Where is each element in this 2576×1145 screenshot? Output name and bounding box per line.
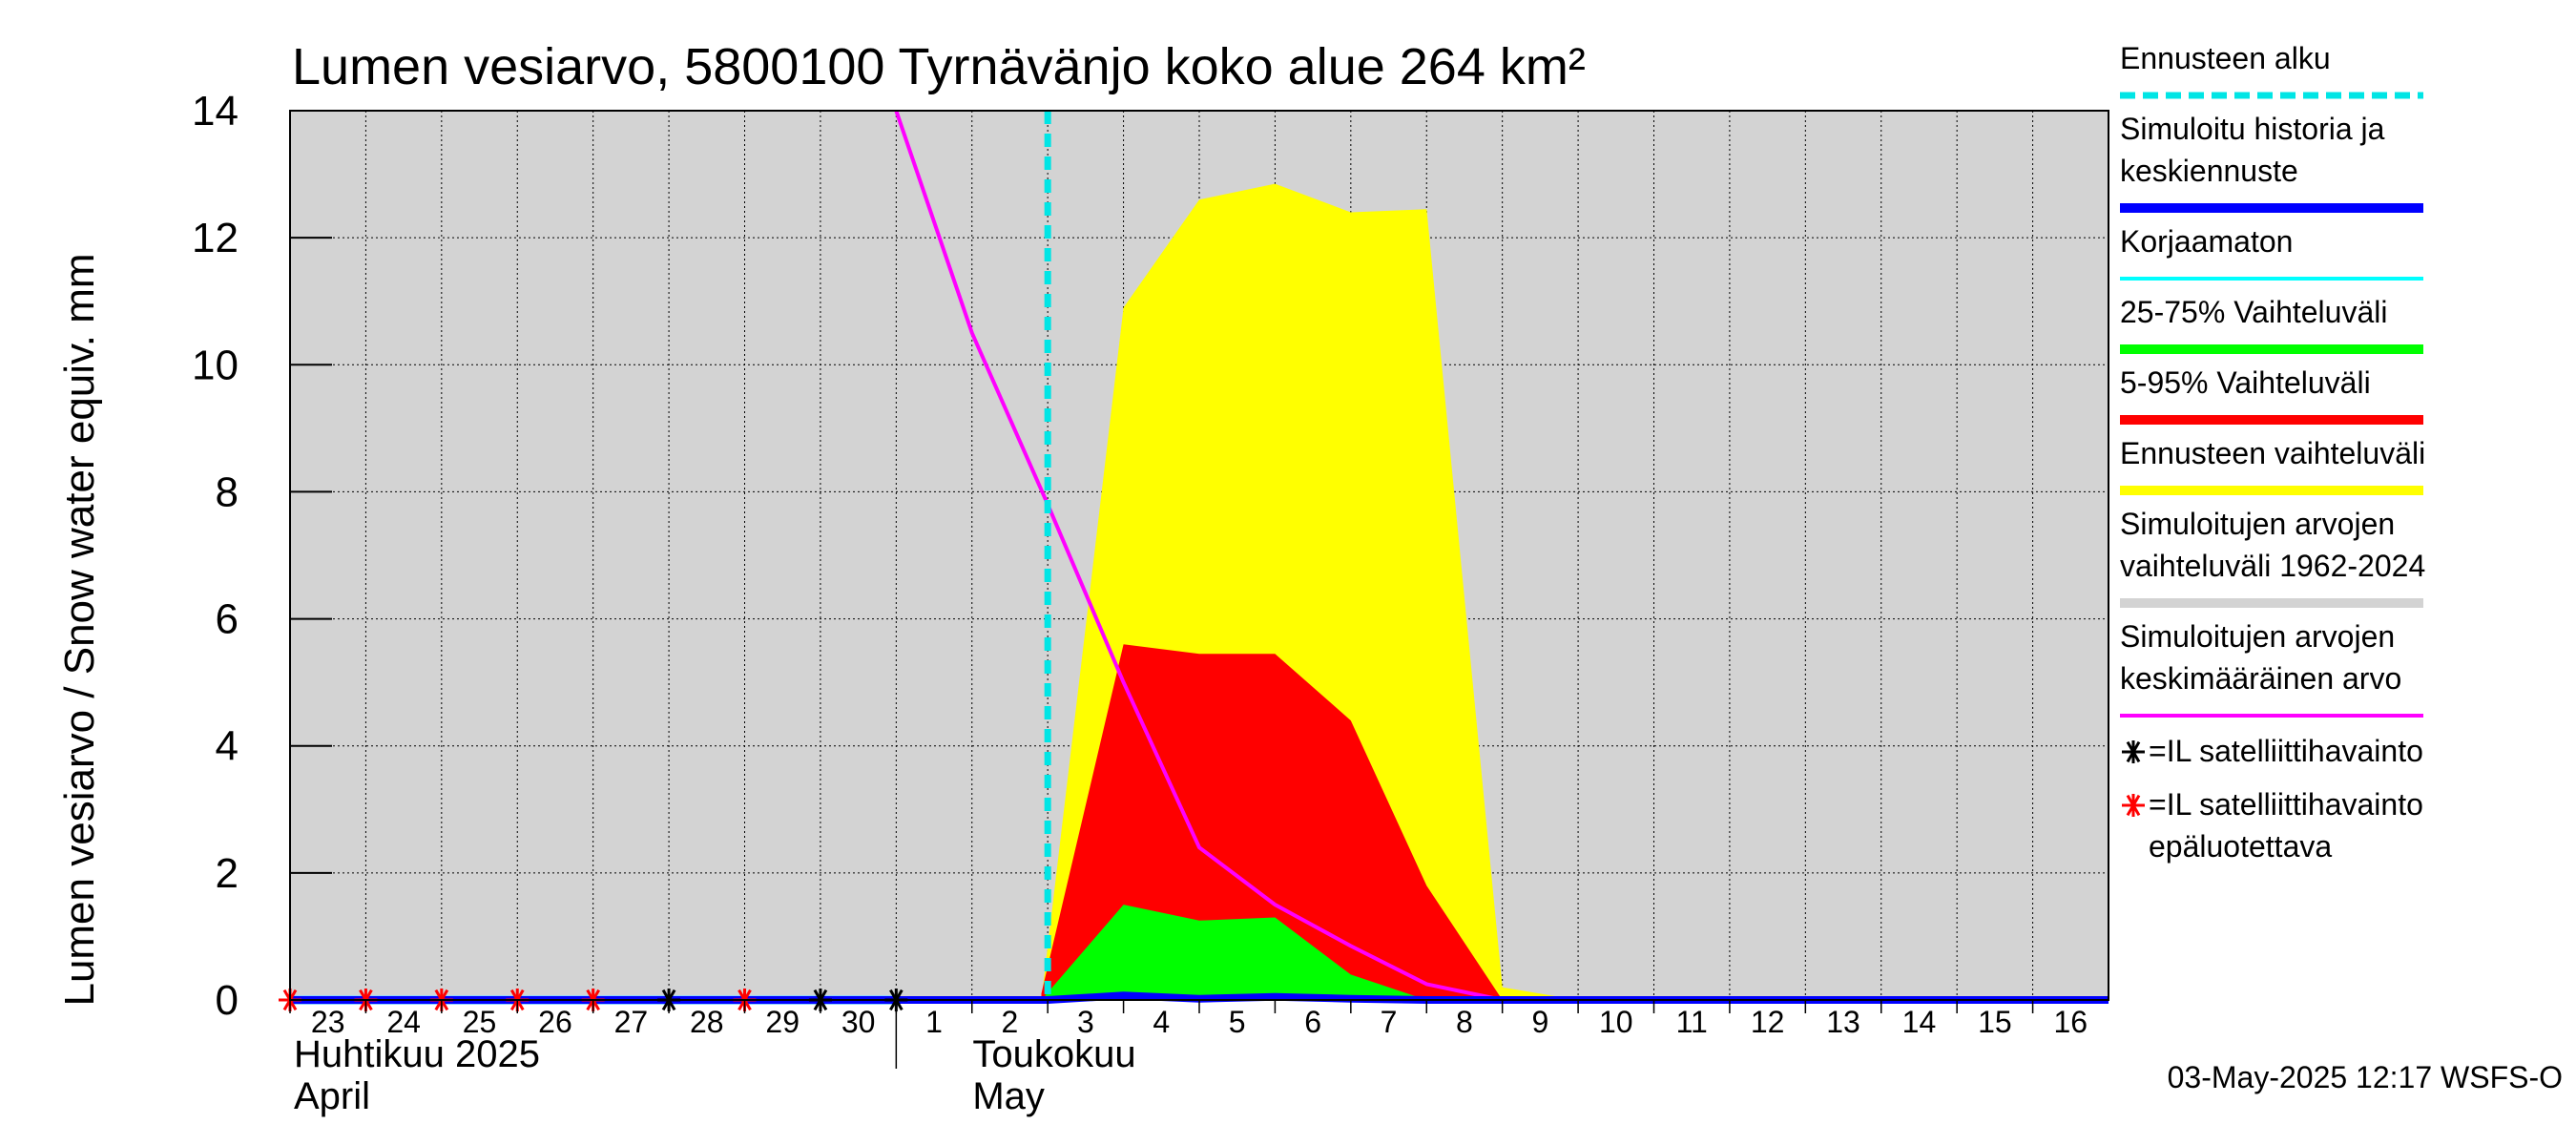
y-tick-label: 12 — [192, 215, 239, 261]
x-tick-label: 25 — [463, 1005, 497, 1039]
legend-label: Simuloitujen arvojen — [2120, 507, 2395, 541]
month-label-english: May — [972, 1075, 1045, 1117]
legend-label: Simuloitu historia ja — [2120, 112, 2385, 146]
x-tick-label: 29 — [765, 1005, 800, 1039]
x-tick-label: 4 — [1153, 1005, 1170, 1039]
y-tick-label: 2 — [216, 850, 239, 897]
y-tick-label: 0 — [216, 977, 239, 1024]
legend-label: =IL satelliittihavainto — [2149, 787, 2423, 822]
legend-star-icon — [2122, 740, 2145, 763]
x-tick-label: 13 — [1826, 1005, 1860, 1039]
x-tick-label: 16 — [2053, 1005, 2088, 1039]
x-tick-label: 11 — [1676, 1005, 1708, 1039]
x-tick-label: 10 — [1599, 1005, 1633, 1039]
legend-label: Korjaamaton — [2120, 224, 2293, 259]
x-tick-label: 3 — [1077, 1005, 1094, 1039]
month-label: Toukokuu — [972, 1033, 1135, 1075]
legend-star-icon — [2122, 794, 2145, 817]
x-axis: 23 24 25 26 27 28 29 30 1 2 3 4 5 6 7 8 9 10 11 12 13 14 15 16H… — [289, 1000, 2088, 1117]
y-tick-label: 14 — [192, 88, 239, 135]
x-tick-label: 23 — [311, 1005, 345, 1039]
x-tick-label: 28 — [690, 1005, 724, 1039]
legend-label: 5-95% Vaihteluväli — [2120, 365, 2371, 400]
legend-label: Ennusteen vaihteluväli — [2120, 436, 2425, 470]
x-tick-label: 2 — [1002, 1005, 1019, 1039]
y-tick-label: 8 — [216, 468, 239, 515]
x-tick-label: 9 — [1531, 1005, 1548, 1039]
x-tick-label: 24 — [386, 1005, 421, 1039]
band-ff0000 — [1041, 644, 1503, 1000]
x-tick-label: 30 — [841, 1005, 876, 1039]
x-tick-label: 27 — [614, 1005, 649, 1039]
legend: Ennusteen alku Simuloitu historia ja keski… — [2120, 41, 2425, 864]
legend-label: keskimääräinen arvo — [2120, 661, 2401, 696]
legend-label: =IL satelliittihavainto — [2149, 734, 2423, 768]
y-tick-label: 10 — [192, 342, 239, 388]
x-tick-label: 8 — [1456, 1005, 1473, 1039]
x-tick-label: 1 — [925, 1005, 943, 1039]
x-tick-label: 5 — [1229, 1005, 1246, 1039]
x-tick-label: 6 — [1304, 1005, 1321, 1039]
legend-label: epäluotettava — [2149, 829, 2332, 864]
legend-label: keskiennuste — [2120, 154, 2298, 188]
footer-timestamp: 03-May-2025 12:17 WSFS-O — [2168, 1060, 2563, 1094]
x-tick-label: 7 — [1381, 1005, 1398, 1039]
y-axis-label: Lumen vesiarvo / Snow water equiv. mm — [56, 253, 103, 1006]
y-tick-label: 4 — [216, 723, 239, 770]
band-00ff00 — [1041, 905, 1427, 1000]
x-tick-label: 12 — [1751, 1005, 1785, 1039]
x-tick-label: 14 — [1902, 1005, 1937, 1039]
x-tick-label: 26 — [538, 1005, 572, 1039]
month-label-english: April — [294, 1075, 370, 1117]
legend-label: vaihteluväli 1962-2024 — [2120, 549, 2425, 583]
series-line — [894, 110, 2109, 1002]
chart-title: Lumen vesiarvo, 5800100 Tyrnävänjo koko … — [292, 38, 1586, 95]
legend-label: 25-75% Vaihteluväli — [2120, 295, 2387, 329]
legend-label: Ennusteen alku — [2120, 41, 2331, 75]
x-tick-label: 15 — [1978, 1005, 2012, 1039]
legend-label: Simuloitujen arvojen — [2120, 619, 2395, 654]
y-tick-label: 6 — [216, 596, 239, 643]
y-axis: 0 2 4 6 8 10 12 14 — [192, 88, 332, 1024]
month-label: Huhtikuu 2025 — [294, 1033, 540, 1075]
